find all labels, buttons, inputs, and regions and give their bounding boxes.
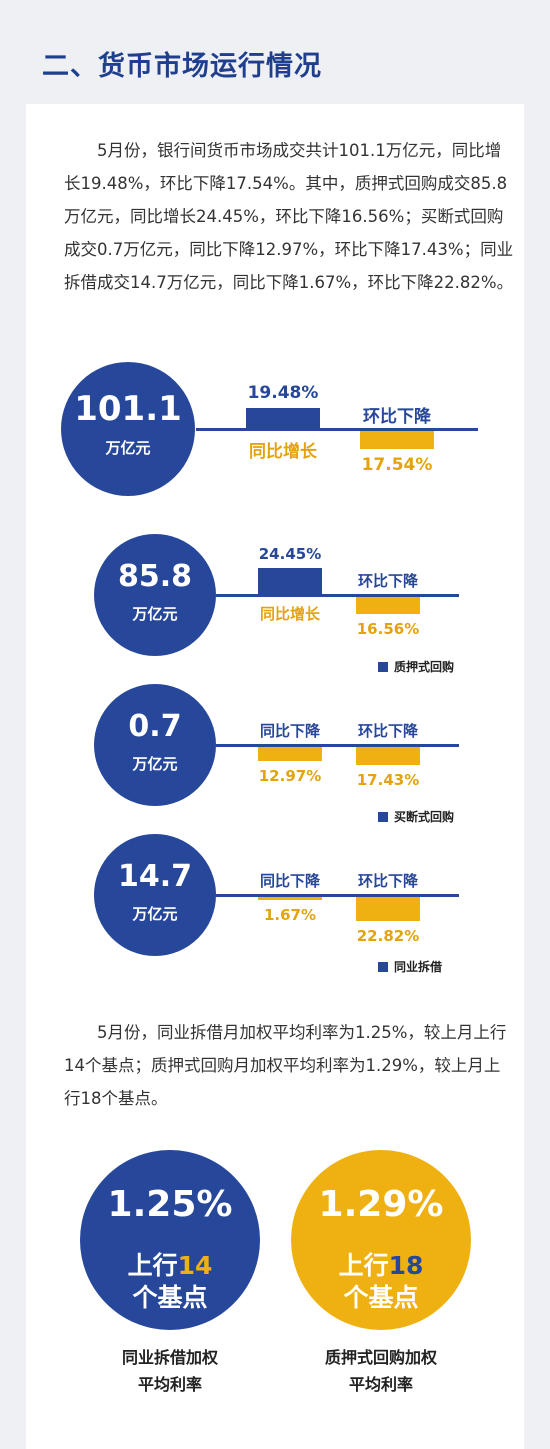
- repo-rate-change: 上行18: [338, 1251, 424, 1280]
- metric-value-circle: 85.8 万亿元: [94, 534, 216, 656]
- mom-name-label: 环比下降: [357, 872, 418, 890]
- metric-unit: 万亿元: [132, 905, 178, 923]
- interbank-rate-value: 1.25%: [107, 1184, 233, 1225]
- repo-rate-circle: 1.29% 上行18 个基点: [291, 1150, 471, 1330]
- metric-row: 85.8 万亿元 24.45% 同比增长 环比下降 16.56% 质押式回购: [26, 534, 524, 674]
- metric-value: 85.8: [117, 559, 193, 594]
- legend-label: 质押式回购: [394, 660, 455, 674]
- metric-legend: 买断式回购: [378, 808, 454, 825]
- yoy-name-label: 同比下降: [259, 722, 320, 740]
- metric-legend: 同业拆借: [378, 958, 442, 975]
- yoy-name-label: 同比增长: [249, 442, 317, 462]
- metric-legend: 质押式回购: [378, 658, 454, 675]
- legend-label: 同业拆借: [394, 960, 443, 974]
- yoy-value-label: 24.45%: [258, 545, 322, 564]
- section-title: 二、货币市场运行情况: [42, 51, 322, 82]
- mom-value-label: 22.82%: [356, 926, 420, 945]
- mom-value-label: 16.56%: [356, 620, 420, 639]
- mom-bar: [356, 897, 420, 921]
- mom-bar: [360, 431, 434, 450]
- metric-value: 0.7: [128, 709, 182, 744]
- metric-value-circle: 101.1 万亿元: [61, 362, 195, 496]
- legend-label: 买断式回购: [394, 810, 455, 824]
- metric-unit: 万亿元: [105, 439, 151, 457]
- metric-row: 14.7 万亿元 同比下降 1.67% 环比下降 22.82% 同业拆借: [26, 834, 524, 974]
- summary-paragraph: 5月份，银行间货币市场成交共计101.1万亿元，同比增长19.48%，环比下降1…: [64, 141, 514, 292]
- metric-row: 0.7 万亿元 同比下降 12.97% 环比下降 17.43% 买断式回购: [26, 684, 524, 824]
- mom-bar: [356, 747, 420, 766]
- repo-rate-value: 1.29%: [318, 1184, 444, 1225]
- legend-swatch-icon: [378, 662, 388, 672]
- interbank-rate-change: 上行14: [127, 1251, 213, 1280]
- mom-name-label: 环比下降: [357, 722, 418, 740]
- yoy-bar: [246, 407, 320, 428]
- yoy-bar: [258, 568, 322, 594]
- metric-value-circle: 0.7 万亿元: [94, 684, 216, 806]
- repo-rate-caption: 质押式回购加权 平均利率: [324, 1348, 437, 1394]
- mom-name-label: 环比下降: [363, 407, 431, 427]
- interbank-rate-caption: 同业拆借加权 平均利率: [121, 1348, 218, 1394]
- yoy-value-label: 1.67%: [263, 906, 317, 924]
- rates-paragraph: 5月份，同业拆借月加权平均利率为1.25%，较上月上行14个基点；质押式回购月加…: [64, 1023, 507, 1108]
- legend-swatch-icon: [378, 962, 388, 972]
- yoy-value-label: 19.48%: [247, 382, 319, 403]
- metric-row: 101.1 万亿元 19.48% 同比增长 环比下降 17.54%: [26, 362, 524, 506]
- interbank-rate-unit: 个基点: [132, 1283, 208, 1312]
- metric-axis: [196, 428, 478, 431]
- mom-value-label: 17.43%: [356, 771, 420, 790]
- metric-unit: 万亿元: [132, 755, 178, 773]
- metric-axis: [216, 894, 459, 897]
- metric-value: 14.7: [117, 859, 193, 894]
- repo-rate-unit: 个基点: [343, 1283, 419, 1312]
- yoy-bar: [258, 897, 322, 900]
- yoy-name-label: 同比下降: [259, 872, 320, 890]
- metric-axis: [216, 594, 459, 597]
- metric-unit: 万亿元: [132, 605, 178, 623]
- content-card: 5月份，银行间货币市场成交共计101.1万亿元，同比增长19.48%，环比下降1…: [26, 104, 524, 1449]
- mom-name-label: 环比下降: [357, 572, 418, 590]
- yoy-bar: [258, 747, 322, 761]
- interbank-rate-circle: 1.25% 上行14 个基点: [80, 1150, 260, 1330]
- legend-swatch-icon: [378, 812, 388, 822]
- metric-value: 101.1: [74, 389, 182, 429]
- yoy-value-label: 12.97%: [258, 766, 322, 785]
- mom-bar: [356, 597, 420, 615]
- metric-axis: [216, 744, 459, 747]
- yoy-name-label: 同比增长: [259, 605, 320, 623]
- mom-value-label: 17.54%: [361, 455, 433, 476]
- metric-value-circle: 14.7 万亿元: [94, 834, 216, 956]
